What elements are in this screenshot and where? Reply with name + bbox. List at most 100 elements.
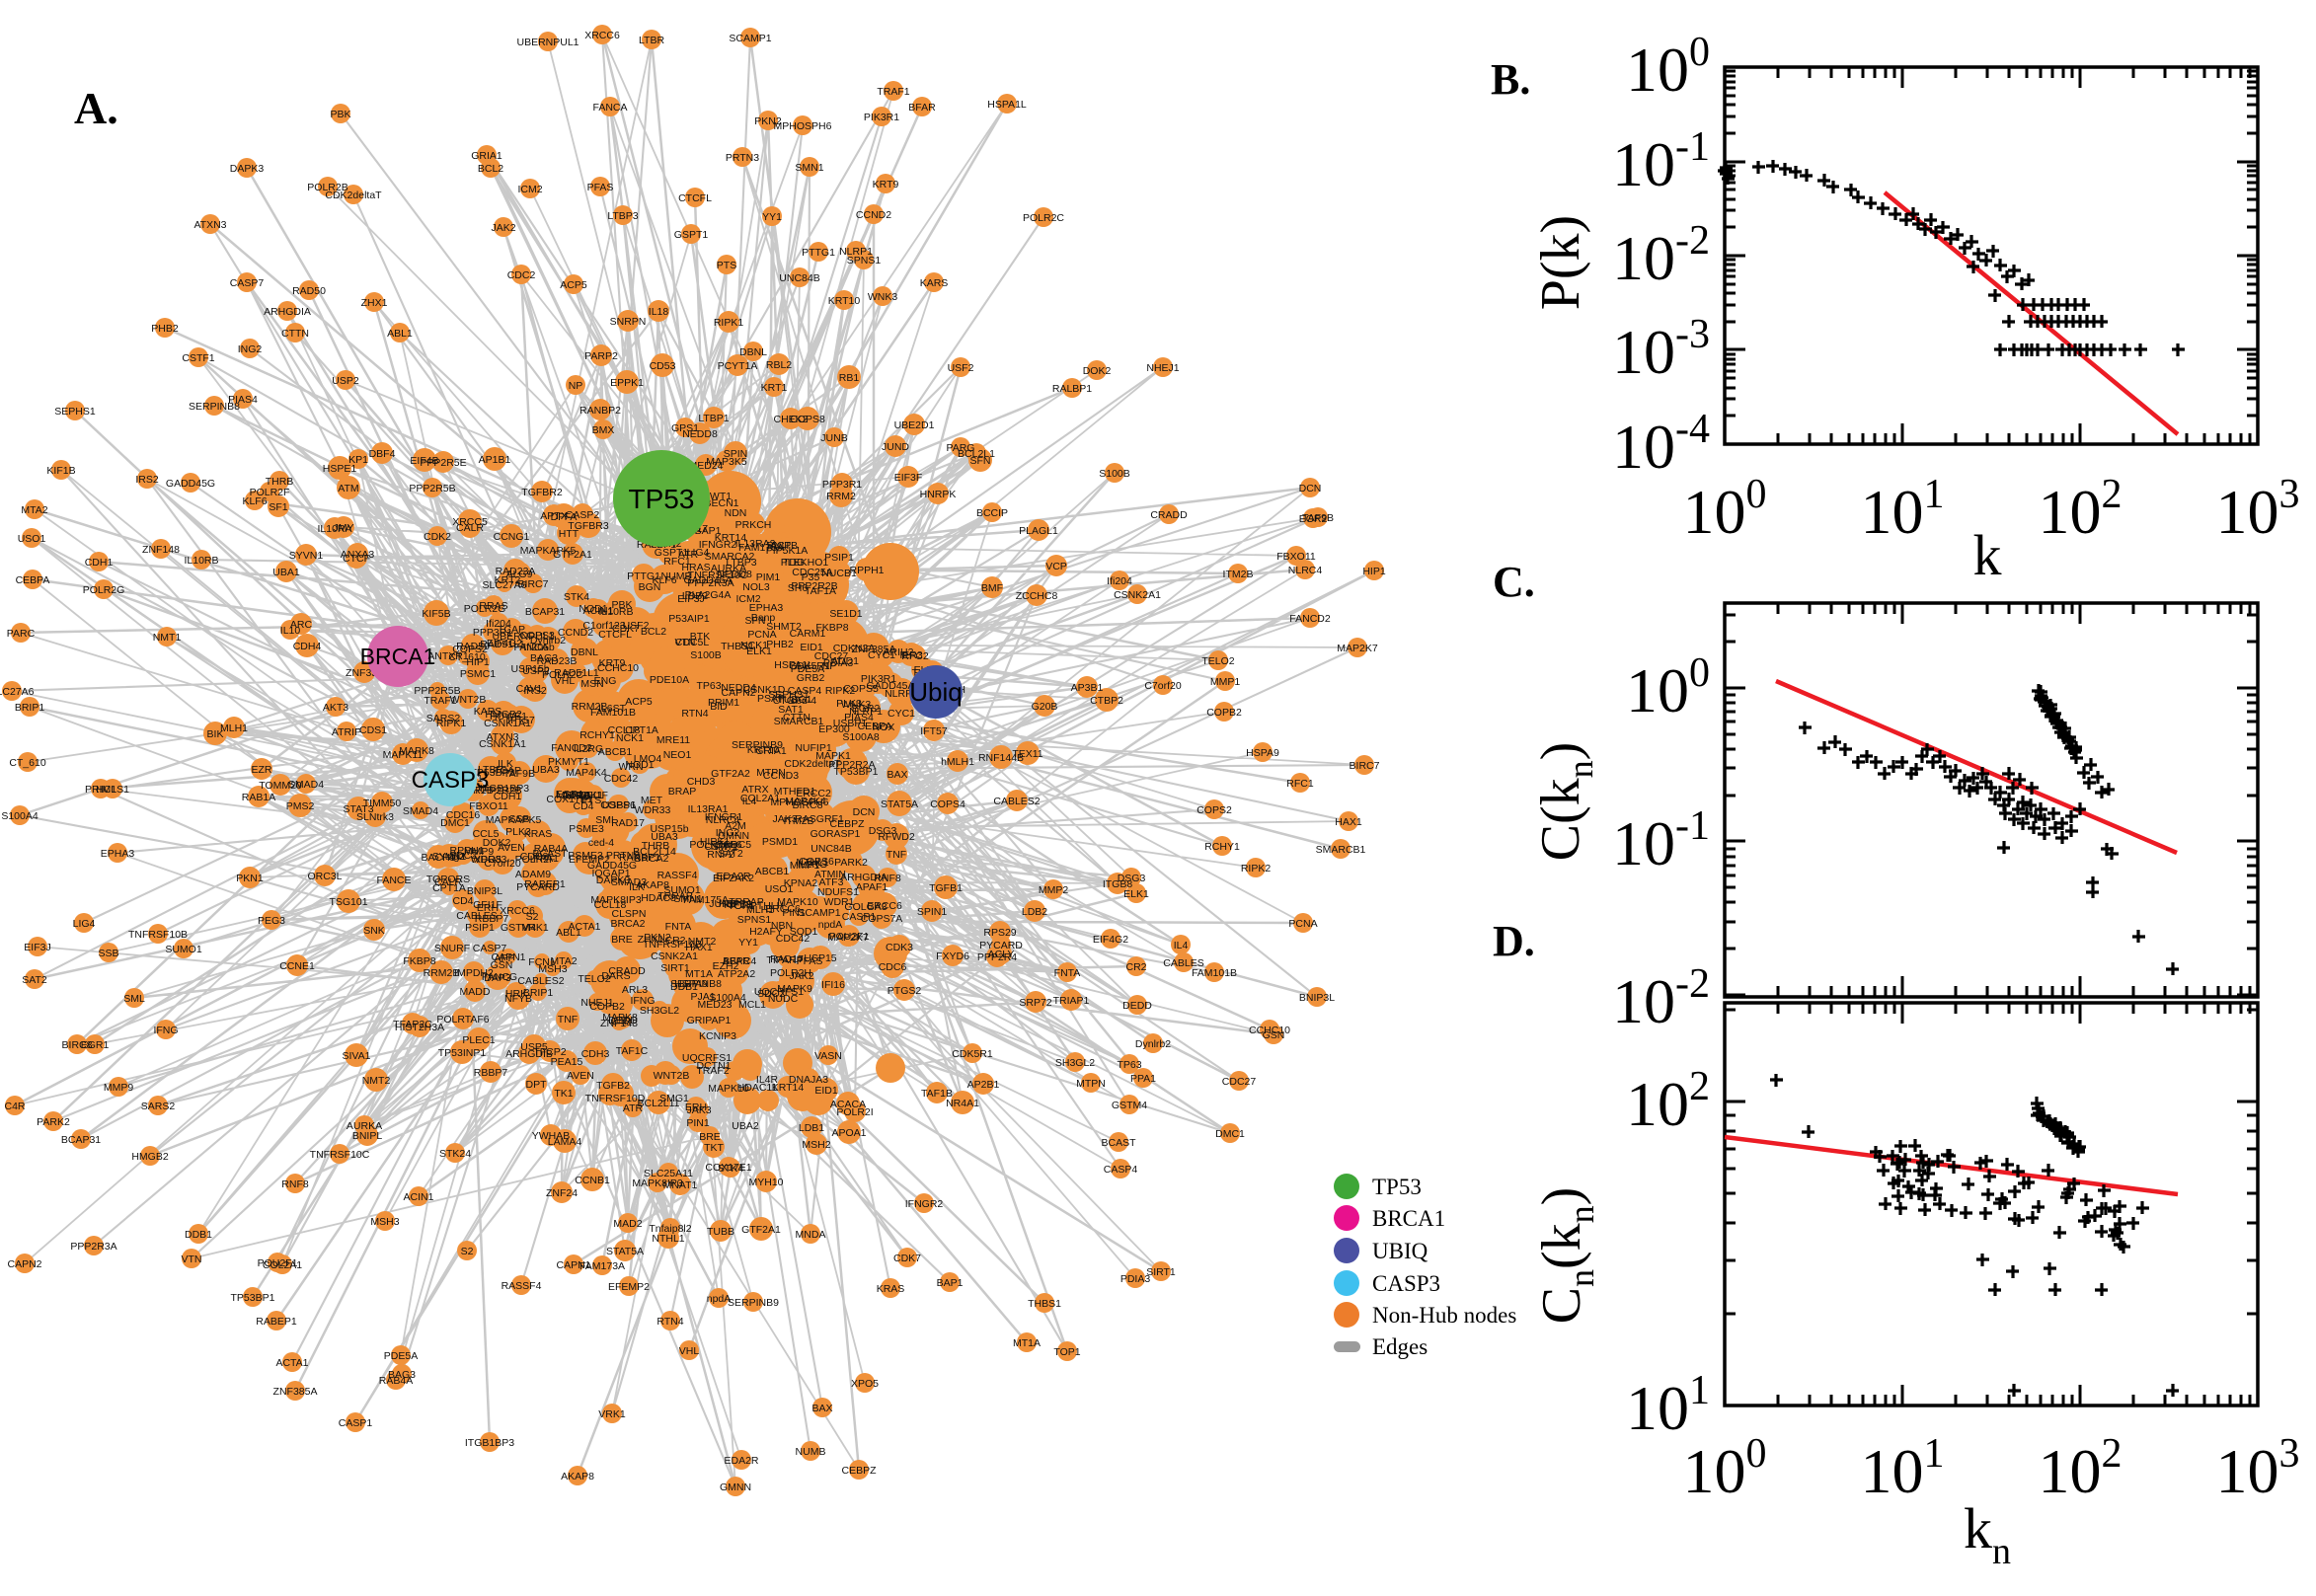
- svg-text:CASP1: CASP1: [842, 911, 877, 923]
- svg-text:BRCA1: BRCA1: [360, 644, 436, 669]
- svg-text:RAD51L1: RAD51L1: [480, 639, 525, 650]
- svg-text:SMARCB1: SMARCB1: [1316, 844, 1366, 856]
- svg-text:COPS2: COPS2: [452, 644, 488, 655]
- svg-text:FKBP8: FKBP8: [815, 622, 848, 634]
- svg-text:TCAP: TCAP: [498, 624, 525, 636]
- svg-text:CEBPA: CEBPA: [858, 721, 892, 732]
- svg-text:GRIA1: GRIA1: [471, 150, 502, 162]
- svg-text:THRB: THRB: [266, 476, 294, 488]
- svg-text:ERCC6: ERCC6: [765, 903, 801, 915]
- svg-text:NLRC4: NLRC4: [1288, 565, 1323, 576]
- svg-text:KPNA2: KPNA2: [784, 877, 818, 889]
- svg-text:KRT10: KRT10: [828, 295, 861, 307]
- svg-text:IFI16: IFI16: [821, 979, 845, 991]
- svg-text:PARC: PARC: [563, 791, 591, 802]
- svg-text:TELO2: TELO2: [578, 973, 610, 985]
- svg-text:DMC1: DMC1: [1215, 1128, 1245, 1140]
- svg-text:VHL: VHL: [555, 675, 576, 687]
- svg-text:SML: SML: [595, 814, 617, 826]
- svg-text:PKN2: PKN2: [644, 932, 671, 944]
- svg-text:PDE10A: PDE10A: [650, 674, 689, 686]
- svg-text:PLEKHO1: PLEKHO1: [781, 557, 829, 569]
- svg-text:DAPK3: DAPK3: [230, 163, 265, 175]
- svg-text:Banp: Banp: [751, 612, 776, 624]
- svg-text:HRAS: HRAS: [681, 562, 710, 573]
- svg-text:DBNL: DBNL: [739, 346, 767, 358]
- svg-text:100: 100: [1683, 1431, 1767, 1506]
- svg-text:GADD45A: GADD45A: [683, 574, 732, 586]
- svg-text:SFN: SFN: [745, 615, 766, 627]
- svg-text:SERPINB8: SERPINB8: [670, 978, 722, 990]
- svg-text:PSME3: PSME3: [569, 823, 604, 835]
- svg-text:CPT1A: CPT1A: [432, 882, 466, 894]
- svg-text:ABCB1: ABCB1: [598, 746, 633, 758]
- svg-text:C(kn): C(kn): [1530, 742, 1600, 862]
- svg-text:ATRIP: ATRIP: [332, 726, 361, 738]
- svg-text:DEDD: DEDD: [1122, 1000, 1152, 1012]
- svg-text:TAF9B: TAF9B: [503, 768, 535, 780]
- svg-text:FXYD6: FXYD6: [936, 950, 969, 962]
- svg-text:TRAF1: TRAF1: [877, 86, 909, 98]
- svg-text:LDB2: LDB2: [682, 590, 708, 602]
- svg-text:SIVA1: SIVA1: [343, 1050, 371, 1062]
- svg-text:PIAS4: PIAS4: [228, 394, 258, 406]
- svg-text:CABLES2: CABLES2: [993, 796, 1040, 807]
- svg-text:CD4: CD4: [452, 895, 473, 907]
- svg-text:POLR2C: POLR2C: [542, 669, 583, 681]
- svg-text:SCAMP1: SCAMP1: [729, 33, 771, 44]
- svg-text:STK4: STK4: [564, 591, 589, 603]
- svg-text:ENG: ENG: [594, 675, 617, 687]
- svg-text:TOPORS: TOPORS: [426, 874, 470, 885]
- svg-text:GRB2: GRB2: [797, 672, 825, 684]
- svg-text:RNF8: RNF8: [874, 873, 901, 884]
- svg-text:PPP2R2B: PPP2R2B: [475, 785, 521, 797]
- svg-text:VASN: VASN: [814, 1050, 842, 1062]
- svg-text:RANBP2: RANBP2: [579, 405, 621, 417]
- svg-text:MMP9: MMP9: [104, 1082, 133, 1094]
- svg-text:ZNF148: ZNF148: [600, 1018, 638, 1029]
- svg-text:SIRT1: SIRT1: [660, 962, 690, 974]
- svg-text:FAM101B: FAM101B: [590, 707, 636, 719]
- svg-text:MAPK10: MAPK10: [777, 896, 818, 908]
- svg-text:PIM1: PIM1: [756, 571, 781, 583]
- svg-text:BCL2: BCL2: [478, 163, 503, 175]
- svg-text:G20B: G20B: [1032, 701, 1058, 713]
- svg-text:VRK1: VRK1: [598, 1408, 626, 1420]
- svg-text:SMAD4: SMAD4: [403, 805, 438, 817]
- svg-text:KIF5B: KIF5B: [422, 608, 450, 620]
- svg-text:RAD23B: RAD23B: [537, 655, 578, 667]
- svg-text:CDK2deltaT: CDK2deltaT: [325, 190, 382, 201]
- svg-text:FKBP8: FKBP8: [403, 955, 435, 967]
- svg-text:AURKA: AURKA: [347, 1120, 382, 1132]
- svg-text:RASGRF1: RASGRF1: [795, 813, 844, 825]
- svg-text:HDAC11: HDAC11: [737, 1082, 778, 1094]
- svg-text:CDK2: CDK2: [424, 531, 451, 543]
- svg-text:KLF6: KLF6: [652, 574, 676, 586]
- svg-text:THBS1: THBS1: [1028, 1298, 1061, 1310]
- svg-text:BRIP1: BRIP1: [523, 987, 554, 999]
- svg-text:GOLGA3: GOLGA3: [844, 901, 887, 913]
- svg-text:PIN1: PIN1: [782, 907, 806, 919]
- svg-text:RAD23A: RAD23A: [496, 566, 536, 577]
- svg-text:SEPHS1: SEPHS1: [54, 406, 96, 418]
- svg-text:TNFRSF10B: TNFRSF10B: [128, 929, 188, 941]
- svg-text:PTS: PTS: [717, 260, 736, 271]
- svg-text:TELO2: TELO2: [1201, 655, 1234, 667]
- svg-text:EIF4B: EIF4B: [410, 455, 438, 467]
- svg-text:RAD50: RAD50: [292, 285, 326, 297]
- svg-text:NDUFS1: NDUFS1: [817, 886, 859, 898]
- svg-text:MPHOSPH6: MPHOSPH6: [771, 797, 829, 808]
- svg-text:RANBP1: RANBP1: [619, 852, 660, 864]
- svg-text:BCAP31: BCAP31: [61, 1134, 101, 1146]
- svg-text:HSPA1L: HSPA1L: [774, 659, 813, 671]
- svg-text:DFFA: DFFA: [551, 511, 578, 523]
- svg-text:NEO1: NEO1: [663, 749, 692, 761]
- svg-text:TRRAP: TRRAP: [657, 890, 693, 902]
- svg-text:BRIP1: BRIP1: [15, 702, 45, 714]
- svg-text:IFNG: IFNG: [153, 1025, 178, 1036]
- svg-text:RTN4: RTN4: [656, 1316, 683, 1328]
- svg-text:NEDD8: NEDD8: [682, 428, 718, 440]
- svg-text:Ifi204: Ifi204: [486, 618, 511, 630]
- svg-text:SCAMP1: SCAMP1: [798, 907, 840, 919]
- svg-text:ZHX1: ZHX1: [638, 934, 664, 946]
